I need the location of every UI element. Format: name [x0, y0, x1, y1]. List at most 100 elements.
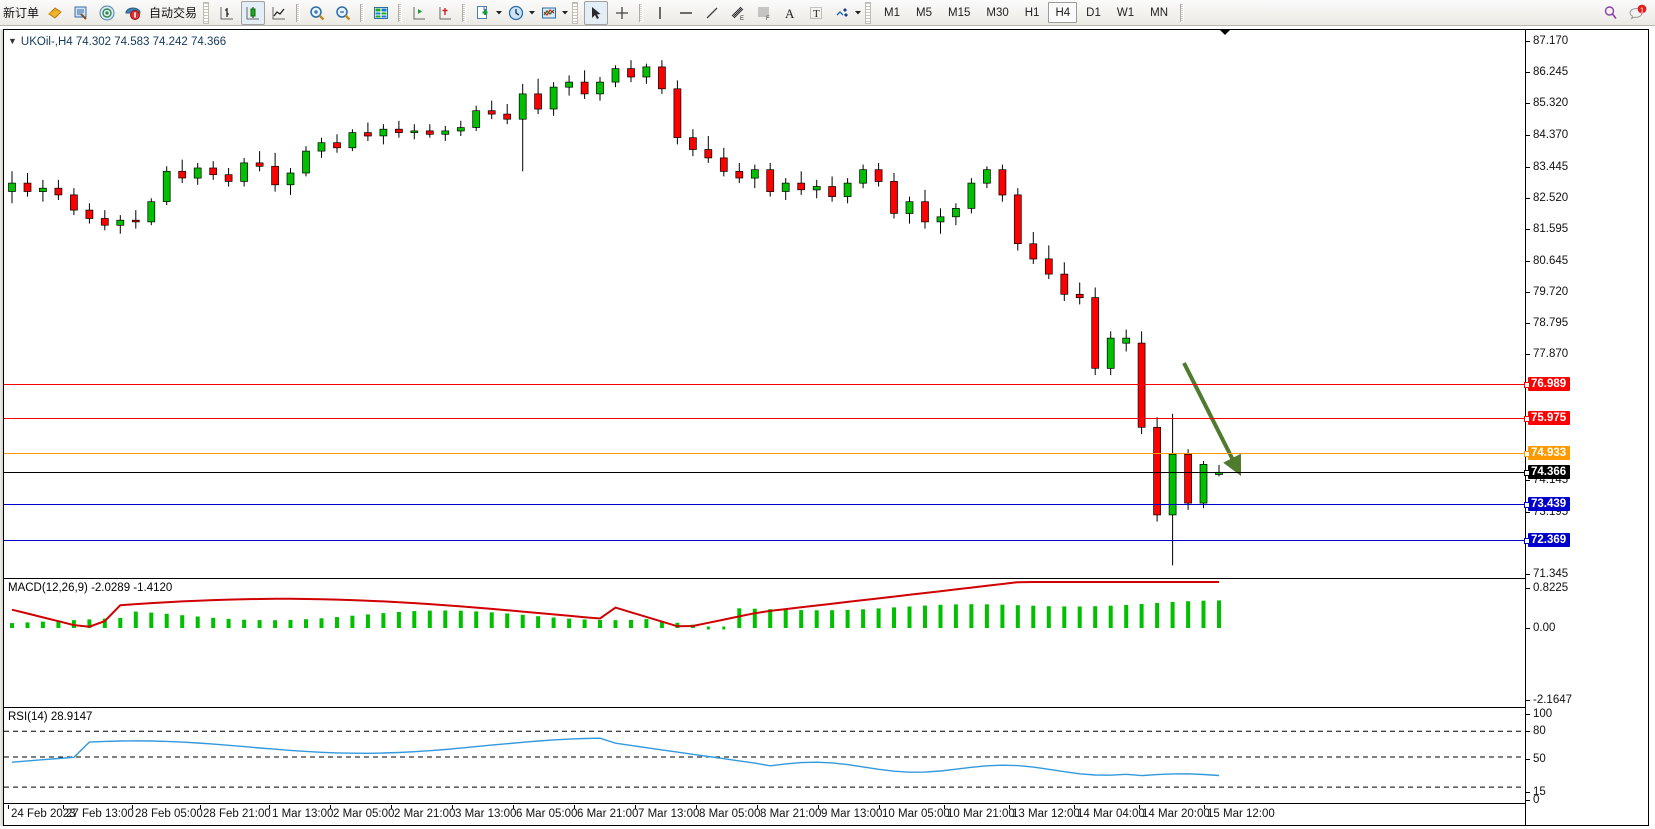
- level-line-current-price[interactable]: [4, 470, 1530, 477]
- time-axis-label: 7 Mar 13:00: [638, 808, 700, 820]
- text-label-icon[interactable]: A: [778, 1, 802, 25]
- navigator-icon[interactable]: [95, 1, 119, 25]
- bearish-arrow-icon: [1182, 362, 1242, 476]
- timeframe-m1[interactable]: M1: [884, 6, 901, 19]
- level-handle[interactable]: [1524, 470, 1530, 477]
- macd-pane[interactable]: MACD(12,26,9) -2.0289 -1.4120: [4, 580, 1525, 708]
- price-tick-label: 78.795: [1533, 317, 1569, 330]
- bar-chart-icon[interactable]: [215, 1, 239, 25]
- rsi-tick-label: 0: [1533, 794, 1540, 806]
- toolbar-grip-3[interactable]: [865, 1, 872, 24]
- chart-shift-icon[interactable]: [407, 1, 431, 25]
- line-chart-icon[interactable]: [267, 1, 291, 25]
- zoom-out-icon[interactable]: [331, 1, 355, 25]
- level-line-target-2[interactable]: [4, 537, 1530, 544]
- time-axis-label: 6 Mar 21:00: [577, 808, 639, 820]
- candlestick-chart-icon[interactable]: [241, 0, 266, 25]
- templates-icon[interactable]: [471, 1, 495, 25]
- trendline-icon[interactable]: [700, 1, 724, 25]
- price-tick-label: 81.595: [1533, 222, 1569, 235]
- price-tick: [1526, 72, 1530, 74]
- timeframe-w1[interactable]: W1: [1116, 6, 1135, 19]
- level-line-target-1[interactable]: [4, 501, 1530, 508]
- vertical-line-icon[interactable]: [648, 1, 672, 25]
- crosshair-icon[interactable]: [610, 1, 634, 25]
- timeframe-m5[interactable]: M5: [916, 6, 932, 19]
- time-tick: [391, 805, 392, 809]
- period-dropdown-arrow[interactable]: [529, 2, 536, 24]
- macd-tick: [1526, 628, 1530, 629]
- indicators-dropdown-arrow[interactable]: [562, 2, 569, 24]
- level-handle[interactable]: [1524, 381, 1530, 388]
- templates-dropdown-arrow[interactable]: [496, 2, 503, 24]
- time-axis-label: 24 Feb 2023: [11, 808, 76, 820]
- price-pane[interactable]: [4, 30, 1530, 579]
- level-handle[interactable]: [1524, 416, 1530, 423]
- timeframe-m30[interactable]: M30: [986, 6, 1009, 19]
- auto-scroll-icon[interactable]: [433, 1, 457, 25]
- toolbar-separator-6: [1180, 3, 1184, 22]
- fibonacci-icon[interactable]: F: [752, 1, 776, 25]
- timeframe-m15[interactable]: M15: [948, 6, 971, 19]
- macd-series: [10, 581, 1221, 630]
- level-label-target-2[interactable]: 72.369: [1528, 532, 1571, 547]
- level-line-resistance-1[interactable]: [4, 381, 1530, 388]
- time-axis-label: 14 Mar 20:00: [1142, 808, 1210, 820]
- price-tick: [1526, 103, 1530, 105]
- level-handle[interactable]: [1524, 501, 1530, 508]
- level-line-resistance-2[interactable]: [4, 416, 1530, 423]
- timeframe-d1[interactable]: D1: [1086, 6, 1101, 19]
- rsi-pane[interactable]: RSI(14) 28.9147: [4, 709, 1526, 804]
- search-icon[interactable]: [1599, 1, 1623, 25]
- time-tick: [757, 805, 758, 809]
- expert-advisors-icon[interactable]: [43, 1, 67, 25]
- level-handle[interactable]: [1524, 537, 1530, 544]
- price-tick: [1526, 574, 1530, 575]
- rsi-tick-label: 15: [1533, 786, 1546, 798]
- level-label-resistance-1[interactable]: 76.989: [1528, 376, 1571, 391]
- price-scale[interactable]: 87.170 86.245 85.320 84.370 83.445 82.520 81.5…: [1525, 30, 1648, 825]
- level-label-current-price[interactable]: 74.366: [1528, 465, 1571, 480]
- equidistant-channel-icon[interactable]: E: [726, 1, 750, 25]
- level-line-entry-level[interactable]: [4, 451, 1530, 458]
- horizontal-line-icon[interactable]: [674, 1, 698, 25]
- time-tick: [635, 805, 636, 809]
- price-tick-label: 83.445: [1533, 160, 1569, 173]
- level-label-entry-level[interactable]: 74.933: [1528, 446, 1571, 461]
- chart-frame[interactable]: ▼ UKOil-,H4 74.302 74.583 74.242 74.366: [3, 29, 1649, 826]
- rsi-label: RSI(14) 28.9147: [8, 711, 93, 723]
- timeframe-h4[interactable]: H4: [1048, 2, 1078, 23]
- timeframe-h1[interactable]: H1: [1024, 6, 1040, 19]
- rsi-tick-label: 50: [1533, 753, 1546, 765]
- notifications-icon[interactable]: 1: [1625, 1, 1649, 25]
- time-axis[interactable]: 24 Feb 2023 27 Feb 13:00 28 Feb 05:00 28 Fe…: [4, 805, 1525, 825]
- timeframe-mn[interactable]: MN: [1150, 6, 1168, 19]
- rsi-series: [4, 730, 1526, 788]
- rsi-tick-label: 80: [1533, 725, 1546, 737]
- chart-menu-caret[interactable]: ▼: [8, 36, 17, 46]
- text-icon[interactable]: T: [804, 1, 828, 25]
- level-label-resistance-2[interactable]: 75.975: [1528, 411, 1571, 426]
- zoom-in-icon[interactable]: [305, 1, 329, 25]
- level-label-target-1[interactable]: 73.439: [1528, 496, 1571, 511]
- period-icon[interactable]: [504, 1, 528, 25]
- time-tick: [1074, 805, 1075, 809]
- time-axis-label: 9 Mar 13:00: [821, 808, 883, 820]
- time-tick: [452, 805, 453, 809]
- autotrading-button[interactable]: 自动交易: [149, 6, 198, 20]
- toolbar-grip[interactable]: [203, 1, 210, 24]
- time-tick: [200, 805, 201, 809]
- svg-text:E: E: [740, 16, 744, 22]
- objects-icon[interactable]: [830, 1, 854, 25]
- objects-dropdown-arrow[interactable]: [855, 2, 862, 24]
- data-window-icon[interactable]: [69, 1, 93, 25]
- autotrading-icon[interactable]: [121, 1, 145, 25]
- indicators-icon[interactable]: [537, 1, 561, 25]
- market-watch-icon[interactable]: [369, 1, 393, 25]
- cursor-icon[interactable]: [584, 0, 609, 25]
- new-order-button[interactable]: 新订单: [3, 6, 40, 20]
- price-tick-label: 79.720: [1533, 285, 1569, 298]
- toolbar-separator-5: [639, 3, 644, 22]
- level-handle[interactable]: [1524, 451, 1530, 458]
- toolbar-grip-2[interactable]: [572, 1, 579, 24]
